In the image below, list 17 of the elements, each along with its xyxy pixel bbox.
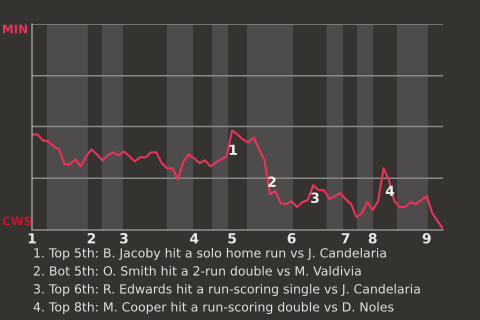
text: CWS [2,216,32,226]
x-tick-label: 8 [368,233,377,244]
x-tick-label: 2 [88,233,96,244]
text: 1. Top 5th: B. Jacoby hit a solo home run vs J. Candelaria [34,248,386,260]
x-tick-label: 7 [342,233,350,244]
x-tick-label: 5 [228,233,236,244]
text: 2. Bot 5th: O. Smith hit a 2-run double vs M. Valdivia [34,266,361,276]
annotation: 1 [230,144,237,155]
x-tick-label: 4 [190,233,198,244]
text: 3. Top 6th: R. Edwards hit a run-scoring single vs J. Candelaria [34,284,420,296]
text: 4. Top 8th: M. Cooper hit a run-scoring double vs D. Noles [34,302,394,314]
annotation: 3 [311,192,319,204]
text: MIN [3,24,27,34]
x-tick-label: 3 [120,233,128,244]
x-tick-label: 1 [28,233,36,244]
x-tick-label: 6 [288,233,296,244]
x-tick-label: 9 [422,233,431,244]
